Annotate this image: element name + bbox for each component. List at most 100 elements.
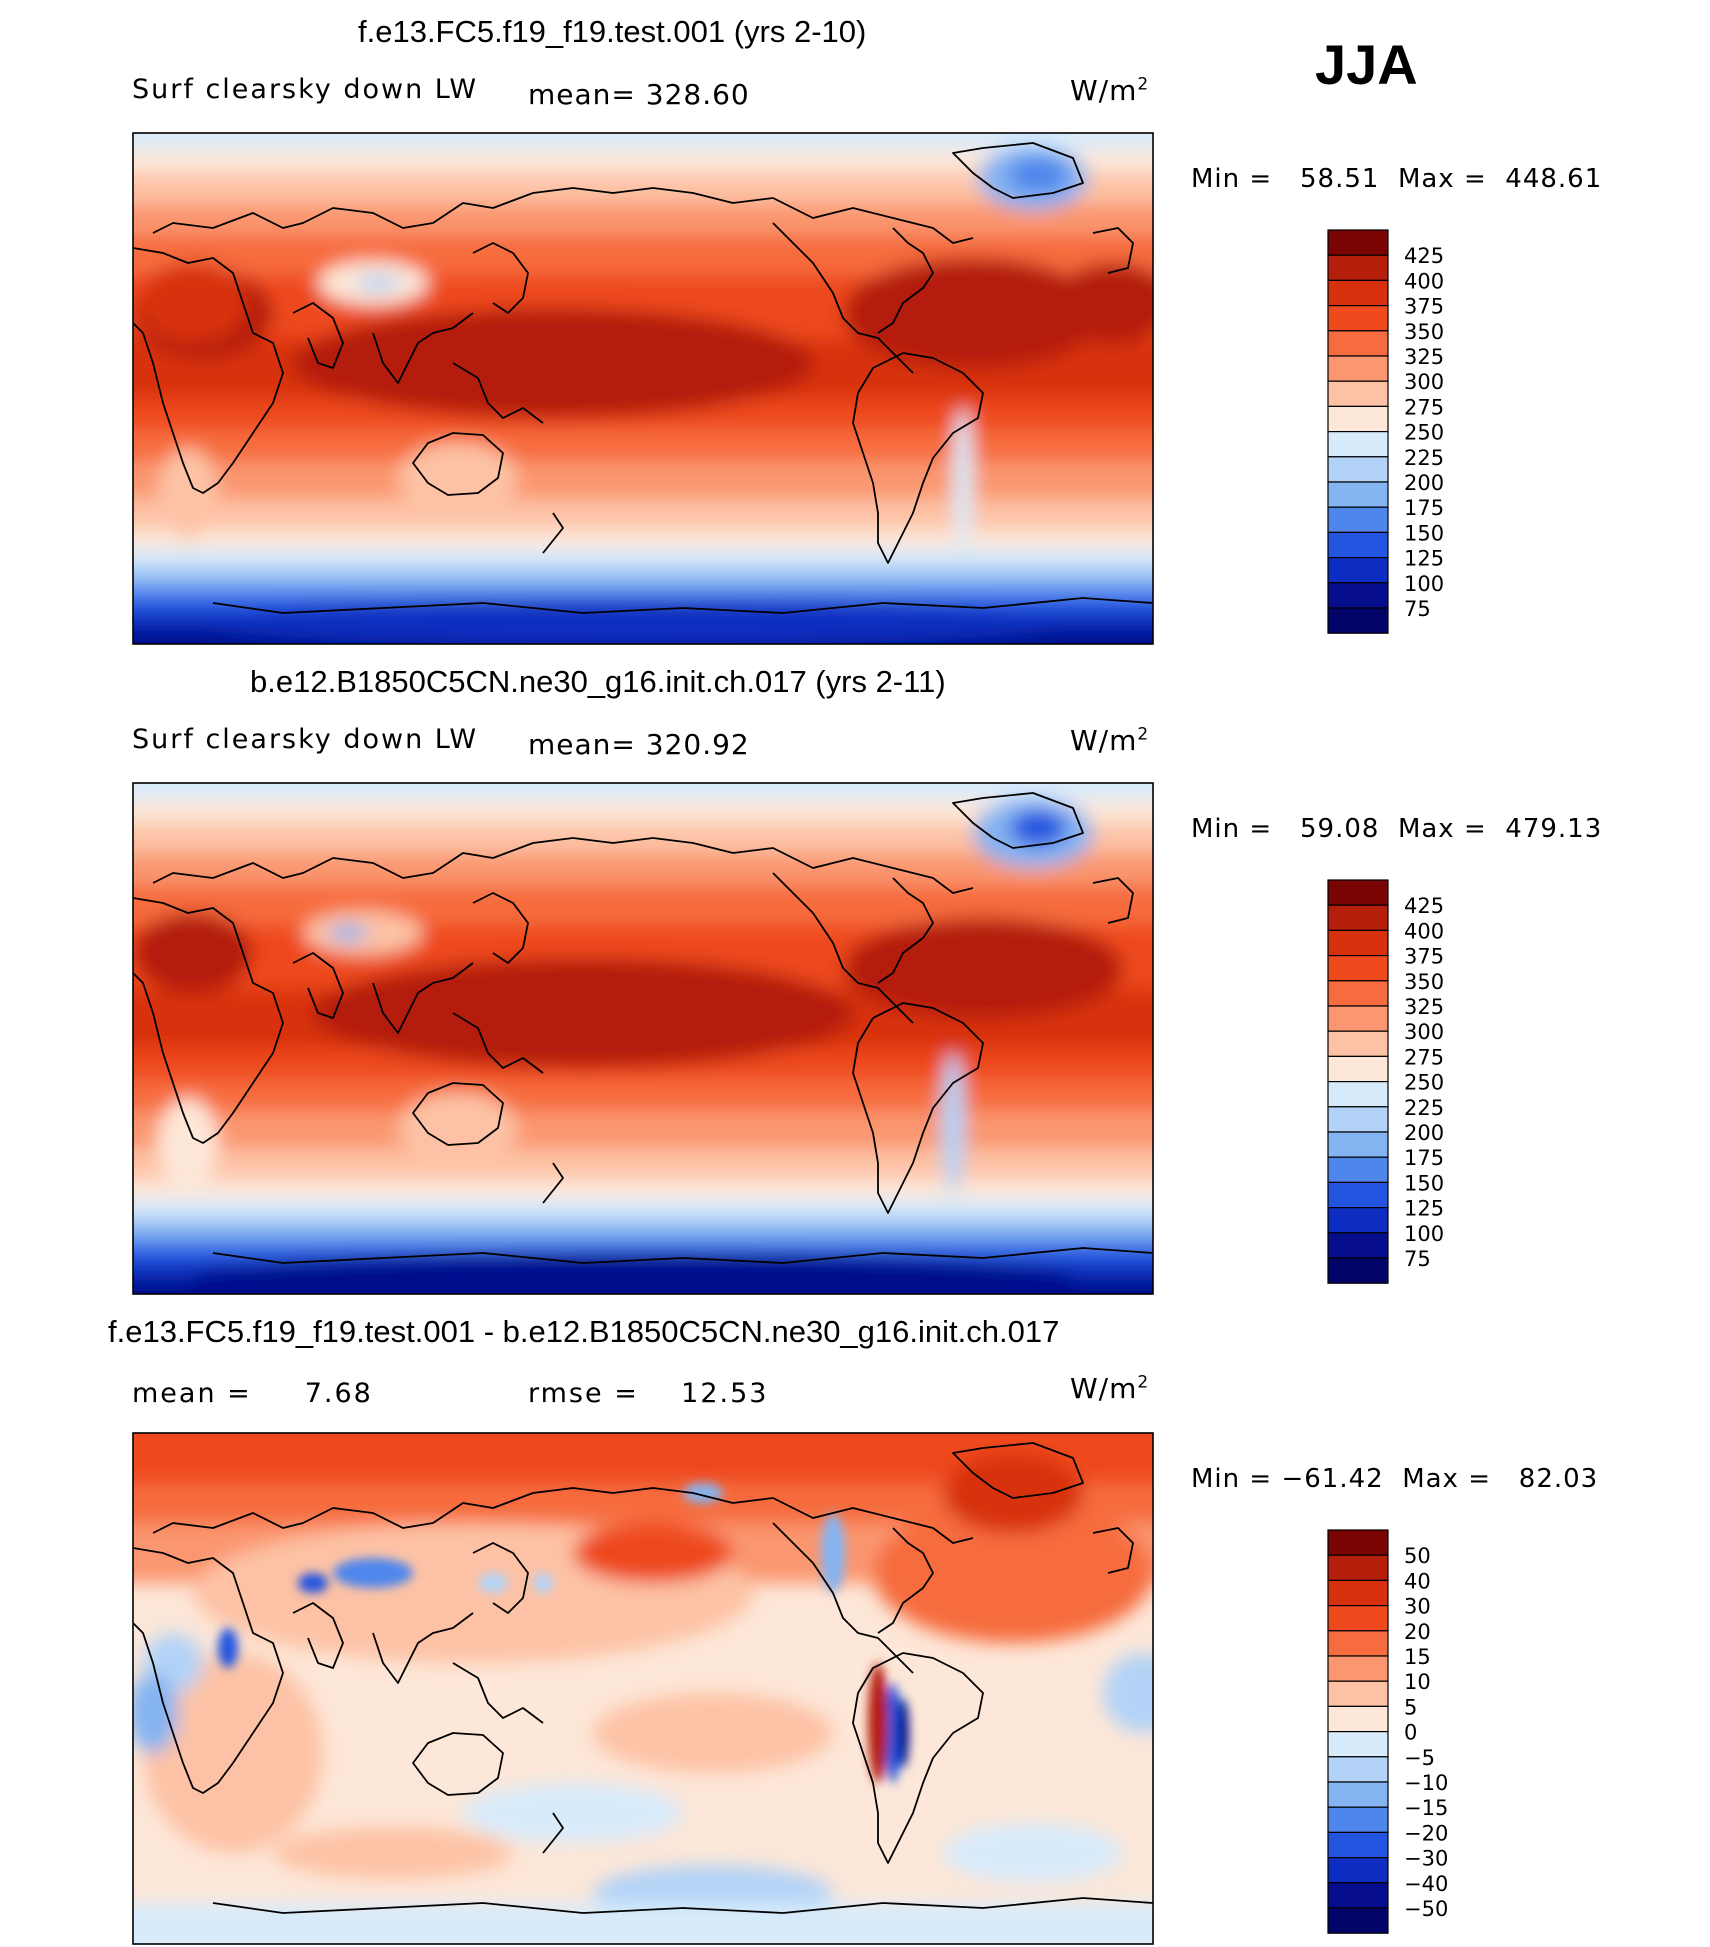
colorbar-3-label-12: −30 <box>1404 1847 1448 1871</box>
colorbar-3-cell-5 <box>1327 1655 1389 1682</box>
colorbar-3-label-13: −40 <box>1404 1872 1448 1896</box>
colorbar-3-cell-15 <box>1327 1907 1389 1934</box>
colorbar-1-cell-9 <box>1327 456 1389 483</box>
colorbar-1-cell-1 <box>1327 254 1389 281</box>
panel-2-title: b.e12.B1850C5CN.ne30_g16.init.ch.017 (yr… <box>250 664 946 699</box>
panel-2-units-exponent: 2 <box>1137 724 1150 745</box>
panel-3-minmax: Min = −61.42 Max = 82.03 <box>1191 1464 1599 1494</box>
colorbar-2-label-2: 375 <box>1404 945 1444 969</box>
panel-3-rmse: rmse = 12.53 <box>528 1378 769 1409</box>
panel-2-units-text: W/m <box>1070 724 1138 757</box>
colorbar-1-cell-15 <box>1327 607 1389 634</box>
colorbar-3-cell-6 <box>1327 1680 1389 1707</box>
colorbar-2-cell-10 <box>1327 1131 1389 1158</box>
colorbar-2-label-9: 200 <box>1404 1121 1444 1145</box>
colorbar-3-cell-9 <box>1327 1756 1389 1783</box>
colorbar-1-cell-4 <box>1327 330 1389 357</box>
colorbar-1-cell-12 <box>1327 531 1389 559</box>
colorbar-1-label-12: 125 <box>1404 547 1444 571</box>
colorbar-2-cell-5 <box>1327 1005 1389 1032</box>
colorbar-1-cell-7 <box>1327 405 1389 433</box>
season-label: JJA <box>1315 33 1418 96</box>
colorbar-3-label-0: 50 <box>1404 1544 1431 1568</box>
panel-1-title: f.e13.FC5.f19_f19.test.001 (yrs 2-10) <box>358 14 867 49</box>
colorbar-1-label-4: 325 <box>1404 345 1444 369</box>
panel-3-title: f.e13.FC5.f19_f19.test.001 - b.e12.B1850… <box>108 1314 1060 1349</box>
panel-1-units-exponent: 2 <box>1137 74 1150 95</box>
colorbar-2-cell-13 <box>1327 1206 1389 1234</box>
colorbar-3-cell-8 <box>1327 1730 1389 1758</box>
colorbar-1-label-0: 425 <box>1404 244 1444 268</box>
colorbar-3-cell-0 <box>1327 1529 1389 1556</box>
colorbar-2-label-1: 400 <box>1404 919 1444 943</box>
colorbar-3-label-9: −10 <box>1404 1771 1448 1795</box>
colorbar-3-label-7: 0 <box>1404 1721 1417 1745</box>
colorbar-2-cell-9 <box>1327 1106 1389 1133</box>
colorbar-1-cell-3 <box>1327 305 1389 332</box>
colorbar-3-cell-7 <box>1327 1705 1389 1733</box>
panel-2-mean: mean= 320.92 <box>528 728 750 761</box>
colorbar-2-label-10: 175 <box>1404 1146 1444 1170</box>
colorbar-3-label-3: 20 <box>1404 1620 1431 1644</box>
colorbar-1-label-10: 175 <box>1404 496 1444 520</box>
colorbar-1-label-5: 300 <box>1404 370 1444 394</box>
colorbar-2-label-3: 350 <box>1404 970 1444 994</box>
colorbar-1-cell-5 <box>1327 355 1389 382</box>
map-panel-3 <box>132 1432 1154 1945</box>
panel-3-mean: mean = 7.68 <box>132 1378 373 1409</box>
colorbar-1: 4254003753503253002752502252001751501251… <box>1327 229 1444 634</box>
colorbar-3-cell-11 <box>1327 1806 1389 1833</box>
panel-1-minmax: Min = 58.51 Max = 448.61 <box>1191 164 1603 194</box>
colorbar-3-cell-14 <box>1327 1882 1389 1909</box>
colorbar-2-cell-1 <box>1327 904 1389 932</box>
colorbar-3-cell-4 <box>1327 1630 1389 1657</box>
colorbar-2-cell-14 <box>1327 1232 1389 1259</box>
colorbar-2-label-14: 75 <box>1404 1247 1431 1271</box>
colorbar-2-label-5: 300 <box>1404 1020 1444 1044</box>
colorbar-2-cell-0 <box>1327 879 1389 906</box>
colorbar-1-label-9: 200 <box>1404 471 1444 495</box>
panel-1-units-text: W/m <box>1070 74 1138 107</box>
colorbar-1-cell-10 <box>1327 481 1389 508</box>
colorbar-1-label-11: 150 <box>1404 521 1444 545</box>
colorbar-3-cell-12 <box>1327 1831 1389 1859</box>
colorbar-3-label-2: 30 <box>1404 1595 1431 1619</box>
colorbar-2-label-4: 325 <box>1404 995 1444 1019</box>
panel-1-variable: Surf clearsky down LW <box>132 74 479 105</box>
colorbar-2-label-11: 150 <box>1404 1171 1444 1195</box>
colorbar-2-label-8: 225 <box>1404 1096 1444 1120</box>
colorbar-2-cell-2 <box>1327 929 1389 957</box>
colorbar-1-label-2: 375 <box>1404 295 1444 319</box>
colorbar-3-label-8: −5 <box>1404 1746 1435 1770</box>
colorbar-3-label-5: 10 <box>1404 1670 1431 1694</box>
panel-2-minmax: Min = 59.08 Max = 479.13 <box>1191 814 1603 844</box>
colorbar-2-label-13: 100 <box>1404 1222 1444 1246</box>
colorbar-1-cell-11 <box>1327 506 1389 534</box>
colorbar-2-label-7: 250 <box>1404 1071 1444 1095</box>
panel-2-units: W/m2 <box>1070 724 1149 757</box>
colorbar-1-label-13: 100 <box>1404 572 1444 596</box>
colorbar-2-label-0: 425 <box>1404 894 1444 918</box>
coastlines-1 <box>133 142 1153 614</box>
colorbar-1-cell-13 <box>1327 556 1389 584</box>
map-panel-2 <box>132 782 1154 1295</box>
colorbar-1-label-1: 400 <box>1404 269 1444 293</box>
colorbar-1-label-6: 275 <box>1404 395 1444 419</box>
colorbar-2-cell-15 <box>1327 1257 1389 1284</box>
colorbar-3-cell-13 <box>1327 1856 1389 1884</box>
colorbar-3-label-4: 15 <box>1404 1645 1431 1669</box>
colorbar-1-label-14: 75 <box>1404 597 1431 621</box>
panel-2-variable: Surf clearsky down LW <box>132 724 479 755</box>
map-panel-1 <box>132 132 1154 645</box>
colorbar-1-label-8: 225 <box>1404 446 1444 470</box>
colorbar-1-cell-14 <box>1327 582 1389 609</box>
colorbar-3-label-11: −20 <box>1404 1821 1448 1845</box>
colorbar-1-cell-0 <box>1327 229 1389 256</box>
colorbar-3-label-6: 5 <box>1404 1695 1417 1719</box>
coastlines-3 <box>133 1442 1153 1914</box>
panel-3-units: W/m2 <box>1070 1372 1149 1405</box>
colorbar-2-cell-4 <box>1327 980 1389 1007</box>
colorbar-2-cell-6 <box>1327 1030 1389 1057</box>
colorbar-1-cell-8 <box>1327 431 1389 458</box>
